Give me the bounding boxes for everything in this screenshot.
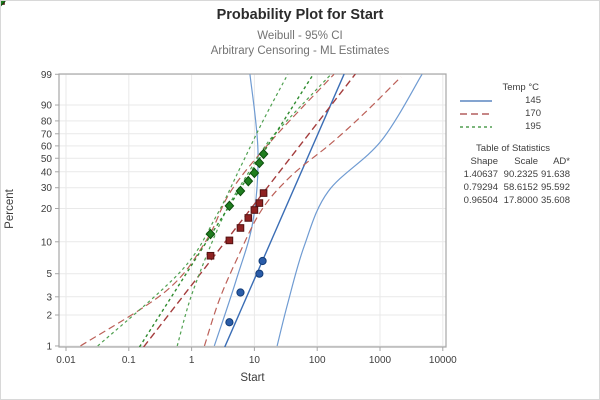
x-tick-label: 1 — [189, 355, 195, 366]
legend-label: 145 — [525, 95, 541, 106]
stats-column-header: Shape — [470, 156, 498, 167]
x-tick-label: 100 — [309, 355, 326, 366]
y-tick-label: 3 — [46, 292, 52, 303]
data-point-195 — [235, 185, 246, 197]
data-point-170 — [255, 199, 264, 207]
ci-curve-lower-170 — [80, 74, 335, 347]
y-tick-label: 1 — [46, 341, 52, 352]
legend-item-145: 145 — [459, 94, 541, 107]
data-point-145 — [258, 256, 267, 266]
y-tick-label: 30 — [41, 183, 53, 194]
data-point-195 — [258, 148, 269, 160]
y-tick-label: 2 — [46, 311, 52, 322]
ci-curve-upper-145 — [276, 74, 423, 347]
data-point-170 — [236, 224, 245, 232]
stats-value: 91.638 — [540, 169, 570, 180]
fit-line-145 — [224, 74, 345, 347]
legend-label: 170 — [525, 108, 541, 119]
stats-value: 0.79294 — [463, 182, 498, 193]
plot-frame — [58, 73, 447, 348]
data-point-170 — [206, 251, 215, 260]
data-point-145 — [236, 288, 245, 297]
stats-value: 35.608 — [540, 195, 570, 206]
chart-subtitle-distribution: Weibull - 95% CI — [257, 30, 343, 42]
stats-value: 90.2325 — [503, 169, 538, 180]
stats-value: 58.6152 — [503, 182, 538, 193]
y-tick-label: 90 — [41, 101, 53, 112]
stats-column-header: AD* — [553, 156, 570, 167]
data-point-195 — [224, 200, 235, 212]
data-point-195 — [205, 228, 216, 240]
data-point-195 — [243, 175, 254, 187]
legend-title: Temp °C — [502, 82, 539, 93]
x-tick-label: 0.01 — [56, 355, 76, 366]
y-tick-label: 40 — [41, 167, 53, 178]
stats-value: 17.8000 — [503, 195, 538, 206]
legend-label: 195 — [525, 121, 541, 132]
legend-square-swatch — [460, 112, 492, 115]
data-point-170 — [244, 214, 253, 222]
stats-column-header: Scale — [514, 156, 538, 167]
y-tick-label: 99 — [41, 70, 53, 81]
data-point-145 — [255, 269, 264, 278]
y-tick-label: 70 — [41, 129, 53, 140]
chart-subtitle-method: Arbitrary Censoring - ML Estimates — [210, 45, 390, 57]
stats-value: 95.592 — [540, 182, 570, 193]
ci-curve-upper-170 — [203, 76, 402, 347]
y-tick-label: 20 — [41, 204, 53, 215]
data-point-170 — [259, 189, 268, 197]
y-tick-label: 10 — [41, 237, 53, 248]
x-tick-label: 10 — [249, 355, 261, 366]
chart-title: Probability Plot for Start — [216, 7, 384, 23]
fit-line-170 — [143, 74, 356, 347]
legend-circle-swatch — [460, 99, 492, 102]
x-tick-label: 0.1 — [122, 355, 136, 366]
stats-value: 1.40637 — [463, 169, 498, 180]
y-tick-label: 80 — [41, 116, 53, 127]
ci-curve-lower-145 — [213, 74, 259, 347]
data-point-195 — [249, 167, 260, 179]
stats-table: Table of Statistics Shape Scale AD* 1.40637… — [456, 142, 572, 207]
y-tick-label: 50 — [41, 154, 53, 165]
x-tick-label: 1000 — [369, 355, 392, 366]
legend-item-170: 170 — [459, 107, 541, 120]
data-point-145 — [225, 318, 234, 327]
y-axis-label: Percent — [4, 189, 16, 229]
stats-value: 0.96504 — [463, 195, 498, 206]
ci-curve-upper-195 — [176, 74, 332, 347]
y-tick-label: 5 — [46, 269, 52, 280]
ci-curve-lower-195 — [97, 74, 289, 347]
legend-diamond-swatch — [460, 125, 492, 128]
x-tick-label: 10000 — [429, 355, 457, 366]
stats-table-title: Table of Statistics — [476, 143, 550, 154]
legend-marker-diamond — [1, 1, 6, 7]
data-point-195 — [254, 157, 265, 169]
data-point-170 — [225, 236, 234, 245]
y-tick-label: 60 — [41, 141, 53, 152]
legend-item-195: 195 — [459, 120, 541, 133]
legend: Temp °C 145 170 195 — [459, 81, 541, 133]
x-axis-label: Start — [240, 372, 265, 384]
data-point-170 — [250, 206, 259, 214]
